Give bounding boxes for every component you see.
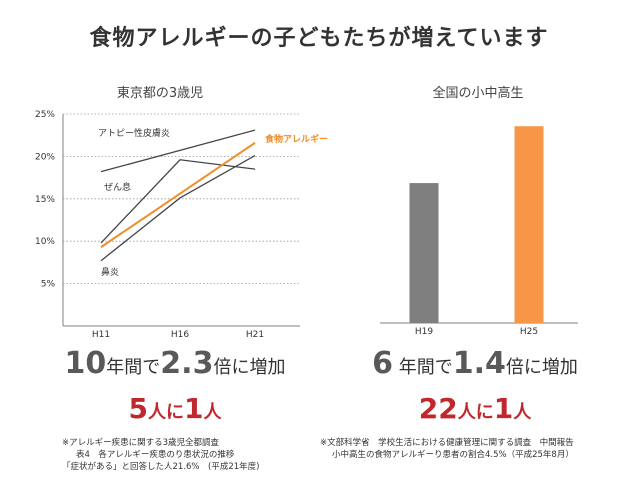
left-stat-text1: 年間で [106,357,161,378]
right-ratio-text1: 人に [457,402,494,423]
notes-left: ※アレルギー疾患に関する3歳児全都調査 表4 各アレルギー疾患のり患状況の推移 … [62,437,259,473]
left-stat-years: 10 [64,346,107,381]
right-ratio: 22人に1人 [330,392,620,425]
right-stat-ratio: 1.4 [452,346,506,381]
left-stat-text2: 倍に増加 [213,357,286,378]
note-left-line: ※アレルギー疾患に関する3歳児全都調査 [62,438,220,448]
right-chart-title: 全国の小中高生 [432,86,524,101]
left-ratio-text2: 人 [203,402,222,423]
note-right-line: 小中高生の食物アレルギーり患者の割合4.5%（平成25年8月） [332,450,574,460]
x-tick-label: H11 [92,330,110,340]
x-tick-label: H21 [246,330,264,340]
y-tick-label: 10% [35,237,55,247]
series-label: ぜん息 [104,181,131,193]
series-line [100,159,256,244]
left-ratio-num1: 5 [128,392,148,425]
left-stat-ratio: 2.3 [160,346,214,381]
y-tick-label: 5% [41,280,56,290]
right-stat-years: 6 [372,346,393,381]
y-tick-label: 20% [35,152,55,162]
x-tick-label: H25 [520,327,538,337]
note-left-line: 表4 各アレルギー疾患のり患状況の推移 [76,450,235,460]
right-ratio-text2: 人 [513,402,532,423]
left-ratio: 5人に1人 [30,392,320,425]
x-tick-label: H16 [171,330,189,340]
left-chart-title: 東京都の3歳児 [116,86,204,101]
right-stat-text1: 年間で [392,357,453,378]
series-label: 食物アレルギー [264,133,328,145]
right-ratio-num2: 1 [493,392,514,425]
bar [514,126,544,323]
series-label: 鼻炎 [101,266,119,278]
bar-chart: H19 H25 [380,126,578,337]
right-ratio-num1: 22 [418,392,458,425]
page-title: 食物アレルギーの子どもたちが増えています [89,26,549,51]
series-line [100,154,256,262]
bar [409,183,439,323]
right-stat: 6 年間で1.4倍に増加 [330,346,620,381]
y-tick-label: 15% [35,195,55,205]
y-tick-label: 25% [35,110,55,120]
left-ratio-num2: 1 [184,392,204,425]
series-label: アトピー性皮膚炎 [98,127,170,139]
note-left-line: 「症状がある」と回答した人21.6% (平成21年度) [62,462,260,472]
x-tick-label: H19 [415,327,433,337]
notes-right: ※文部科学省 学校生活における健康管理に関する調査 中間報告 小中高生の食物アレ… [320,437,574,461]
series-line [100,129,256,173]
series-line [100,142,256,248]
left-stat: 10年間で2.3倍に増加 [30,346,320,381]
left-ratio-text1: 人に [148,402,184,423]
note-right-line: ※文部科学省 学校生活における健康管理に関する調査 中間報告 [320,438,574,448]
right-stat-text2: 倍に増加 [505,357,578,378]
